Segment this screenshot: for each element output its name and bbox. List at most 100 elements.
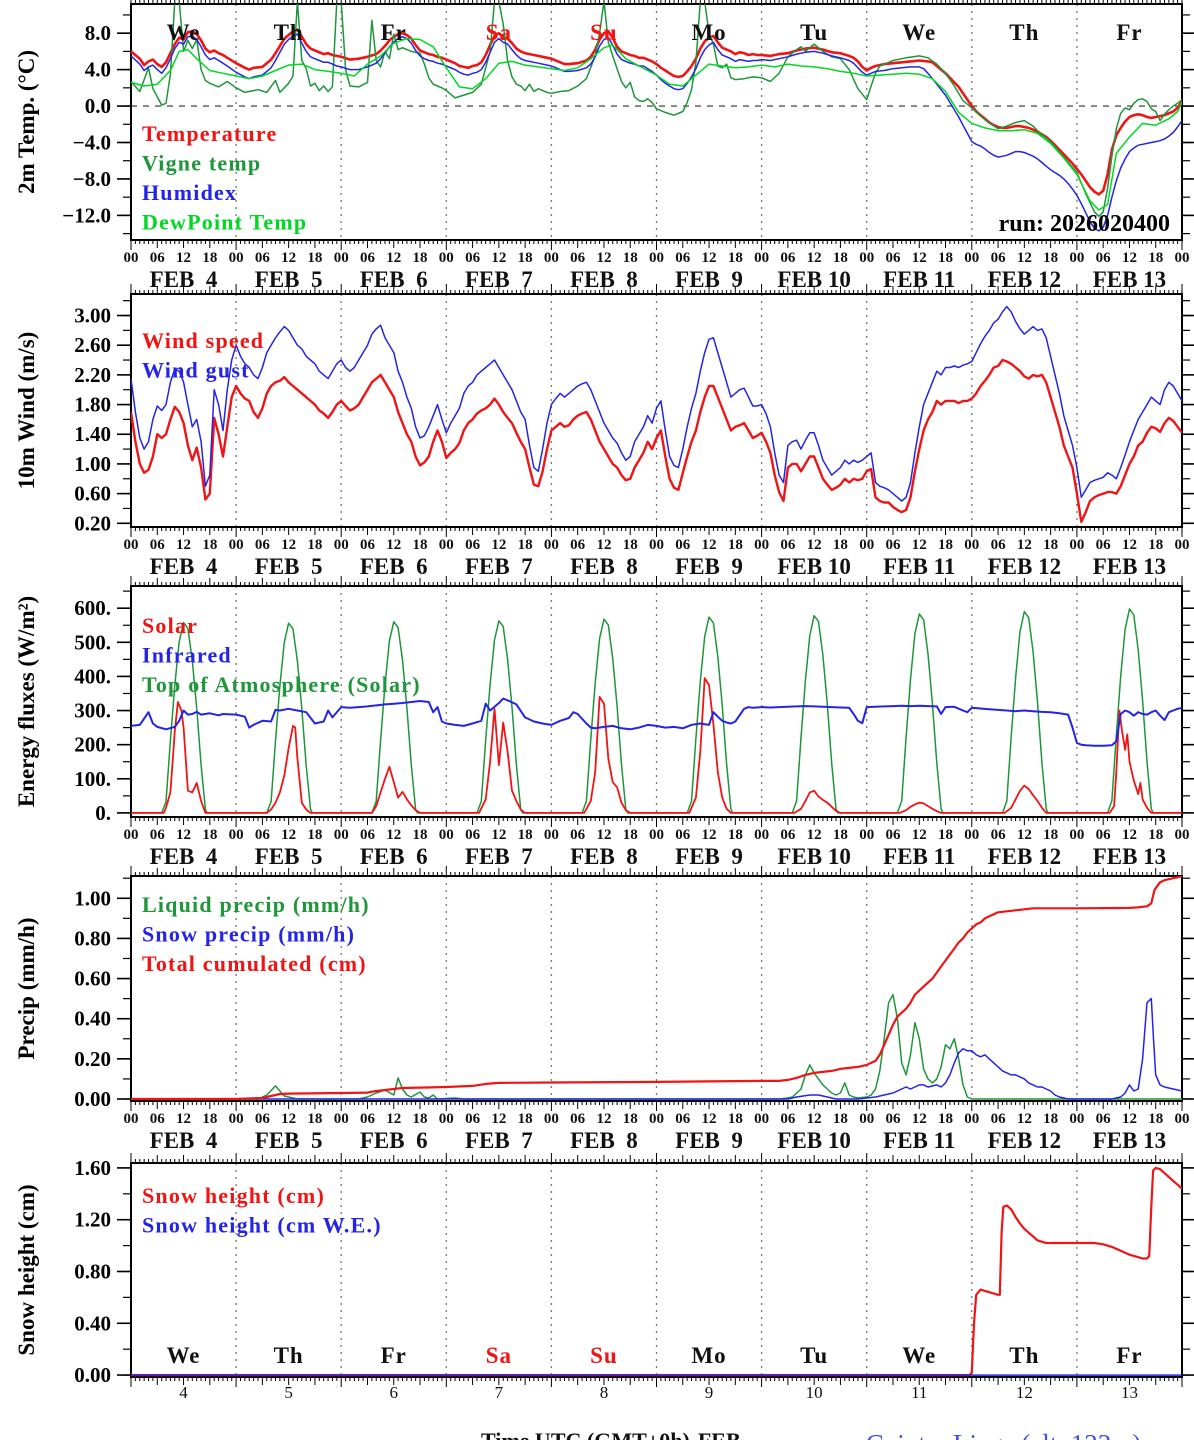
hour-label: 18 (1148, 250, 1163, 266)
hour-label: 06 (675, 1111, 691, 1127)
date-label: FEB 13 (1093, 554, 1166, 579)
hour-label: 18 (623, 537, 638, 553)
series-snow-height (131, 1166, 1182, 1377)
hour-label: 00 (1175, 250, 1190, 266)
hour-label: 18 (413, 1111, 428, 1127)
hour-label: 18 (518, 827, 533, 843)
series-total-cumulated (131, 876, 1182, 1101)
date-label: FEB 7 (465, 1128, 533, 1153)
hour-label: 18 (1043, 537, 1058, 553)
y-tick-label: 2.20 (74, 363, 111, 387)
hour-label: 00 (229, 1111, 244, 1127)
y-tick-label: 2.60 (74, 333, 111, 357)
day-number-label: 6 (390, 1383, 399, 1402)
hour-label: 06 (255, 827, 271, 843)
panel-border (130, 875, 1183, 1102)
weekday-label: We (902, 1343, 936, 1368)
hour-label: 12 (807, 827, 822, 843)
hour-label: 00 (649, 827, 664, 843)
panel-precip: 1.00 0.80 0.60 0.40 0.20 0.00 Liquid precip (m… (14, 866, 1194, 1153)
date-label: FEB 6 (360, 554, 428, 579)
hour-label: 00 (544, 537, 559, 553)
hour-label: 12 (1017, 537, 1032, 553)
panel-border (130, 293, 1183, 528)
hour-label: 12 (281, 827, 296, 843)
hour-label: 06 (675, 250, 691, 266)
hour-label: 00 (1175, 537, 1190, 553)
hour-label: 12 (1017, 250, 1032, 266)
date-label: FEB 8 (570, 844, 638, 869)
hour-label: 18 (1043, 1111, 1058, 1127)
hour-label: 18 (518, 537, 533, 553)
hour-label: 18 (1148, 1111, 1163, 1127)
date-label: FEB 11 (883, 844, 955, 869)
date-label: FEB 13 (1093, 1128, 1166, 1153)
legend-energy-fluxes-2: Top of Atmosphere (Solar) (142, 672, 421, 697)
hour-label: 00 (229, 827, 244, 843)
weekday-label: Fr (381, 20, 407, 45)
hour-label: 06 (780, 537, 796, 553)
weekday-label: Su (590, 1343, 618, 1368)
y-tick-label: 0.20 (74, 511, 111, 535)
day-number-label: 4 (179, 1383, 188, 1402)
hour-label: 12 (281, 537, 296, 553)
y-tick-label: 8.0 (85, 21, 111, 45)
legend-temperature-1: Vigne temp (142, 151, 261, 176)
hour-label: 06 (675, 537, 691, 553)
y-axis-title-snow-height: Snow height (cm) (14, 1184, 39, 1355)
legend-wind-0: Wind speed (142, 328, 264, 353)
date-label: FEB 9 (675, 844, 743, 869)
y-tick-label: 0.40 (74, 1007, 111, 1031)
y-tick-label: 0.60 (74, 967, 111, 991)
hour-label: 00 (439, 250, 454, 266)
weekday-label: Sa (486, 20, 512, 45)
weekday-label: Fr (1116, 1343, 1142, 1368)
hour-label: 18 (307, 537, 322, 553)
y-tick-label: 300. (74, 699, 111, 723)
hour-label: 06 (885, 537, 901, 553)
day-number-label: 9 (705, 1383, 714, 1402)
hour-label: 00 (964, 1111, 979, 1127)
hour-label: 12 (912, 827, 927, 843)
hour-label: 06 (991, 827, 1007, 843)
hour-label: 18 (202, 537, 217, 553)
y-tick-label: 0.40 (74, 1311, 111, 1335)
weekday-label: Mo (691, 1343, 726, 1368)
y-tick-label: 0. (95, 801, 111, 825)
hour-label: 18 (518, 250, 533, 266)
hour-label: 06 (360, 537, 376, 553)
hour-label: 12 (1122, 1111, 1137, 1127)
hour-label: 00 (649, 1111, 664, 1127)
y-tick-label: 1.40 (74, 422, 111, 446)
hour-label: 06 (570, 250, 586, 266)
hour-label: 06 (991, 1111, 1007, 1127)
date-label: FEB 10 (777, 554, 850, 579)
hour-label: 18 (938, 827, 953, 843)
y-tick-label: 0.00 (74, 1087, 111, 1111)
series-dewpoint-temp (131, 37, 1182, 211)
day-number-label: 12 (1016, 1383, 1033, 1402)
day-number-label: 10 (806, 1383, 823, 1402)
hour-label: 18 (202, 1111, 217, 1127)
hour-label: 00 (229, 537, 244, 553)
y-tick-label: −4.0 (73, 131, 111, 155)
hour-label: 18 (938, 250, 953, 266)
legend-precip-0: Liquid precip (mm/h) (142, 892, 370, 917)
hour-label: 18 (728, 250, 743, 266)
hour-label: 00 (859, 827, 874, 843)
hour-label: 06 (570, 537, 586, 553)
weekday-label: Tu (800, 20, 828, 45)
y-tick-label: 400. (74, 664, 111, 688)
hour-label: 00 (439, 827, 454, 843)
hour-label: 12 (281, 250, 296, 266)
hour-label: 12 (176, 537, 191, 553)
panel-temperature: 8.0 4.0 0.0 −4.0 −8.0 −12.0 Temperature Vigne t… (14, 0, 1194, 292)
legend-temperature-3: DewPoint Temp (142, 210, 307, 235)
y-tick-label: −8.0 (73, 167, 111, 191)
hour-label: 00 (334, 827, 349, 843)
month-label: FEB (698, 1428, 741, 1440)
date-label: FEB 7 (465, 844, 533, 869)
y-tick-label: 1.60 (74, 1156, 111, 1180)
